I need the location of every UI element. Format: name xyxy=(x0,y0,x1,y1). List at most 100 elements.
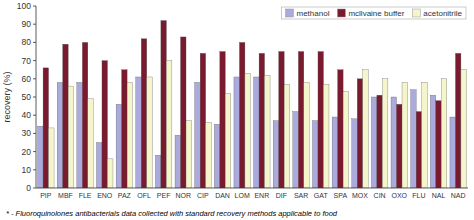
x-tick-label: NAL xyxy=(432,192,446,199)
bar xyxy=(147,77,152,188)
x-tick-label: ENR xyxy=(254,192,269,199)
bar xyxy=(259,53,264,188)
bar xyxy=(63,44,68,188)
y-tick xyxy=(33,97,36,98)
bar xyxy=(382,79,387,188)
x-tick-label: OXO xyxy=(391,192,407,199)
x-tick-label: FLU xyxy=(412,192,425,199)
bar xyxy=(49,128,54,188)
bar xyxy=(155,155,160,188)
bar xyxy=(234,77,239,188)
y-tick-label: 50 xyxy=(22,92,32,102)
bar xyxy=(116,104,121,188)
bar xyxy=(254,77,259,188)
x-tick-label: GAT xyxy=(314,192,329,199)
bar xyxy=(363,70,368,188)
y-tick xyxy=(33,60,36,61)
y-tick xyxy=(33,42,36,43)
legend-label: acetonitrile xyxy=(423,9,462,18)
bar xyxy=(200,53,205,188)
bar xyxy=(38,126,43,188)
bar xyxy=(430,95,435,188)
bar xyxy=(245,73,250,188)
bar xyxy=(265,75,270,188)
bar xyxy=(43,68,48,188)
legend-swatch xyxy=(337,9,345,17)
y-tick xyxy=(33,151,36,152)
x-tick-label: PIP xyxy=(40,192,52,199)
y-axis-label: recovery (%) xyxy=(2,71,12,122)
x-tick-label: ENO xyxy=(97,192,113,199)
bar xyxy=(343,92,348,188)
y-tick-label: 60 xyxy=(22,74,32,84)
y-tick-label: 70 xyxy=(22,56,32,66)
bar xyxy=(397,104,402,188)
bar xyxy=(214,124,219,188)
bar xyxy=(136,77,141,188)
x-tick-label: CIN xyxy=(374,192,386,199)
y-tick xyxy=(33,169,36,170)
x-tick-label: OFL xyxy=(137,192,151,199)
bar xyxy=(284,84,289,188)
legend-frame xyxy=(282,7,467,19)
bar xyxy=(88,99,93,188)
bar xyxy=(181,37,186,188)
bar xyxy=(298,52,303,189)
bar xyxy=(352,119,357,188)
bar xyxy=(102,61,107,188)
x-tick-label: FLE xyxy=(79,192,92,199)
bar xyxy=(279,52,284,189)
y-tick xyxy=(33,24,36,25)
bar xyxy=(57,82,62,188)
x-tick-label: NOR xyxy=(175,192,191,199)
legend-swatch xyxy=(286,9,294,17)
bar xyxy=(96,143,101,189)
bar xyxy=(422,82,427,188)
x-tick-label: LOM xyxy=(235,192,250,199)
x-tick-label: MBF xyxy=(58,192,73,199)
x-tick-label: DIF xyxy=(276,192,287,199)
x-axis-line xyxy=(36,188,468,189)
x-tick-label: SPA xyxy=(334,192,348,199)
y-tick-label: 90 xyxy=(22,19,32,29)
y-tick-label: 30 xyxy=(22,128,32,138)
bar xyxy=(371,97,376,188)
bar xyxy=(441,79,446,188)
bar xyxy=(195,82,200,188)
bar xyxy=(436,101,441,188)
y-tick-label: 20 xyxy=(22,147,32,157)
bar xyxy=(68,86,73,188)
y-tick-label: 40 xyxy=(22,110,32,120)
bar xyxy=(186,121,191,188)
legend-swatch xyxy=(412,9,420,17)
y-tick-label: 80 xyxy=(22,37,32,47)
footnote: * - Fluoroquinolones antibacterials data… xyxy=(6,209,338,218)
bar xyxy=(338,70,343,188)
bar xyxy=(312,121,317,188)
bar xyxy=(107,159,112,188)
bar xyxy=(206,122,211,188)
bar xyxy=(323,84,328,188)
bar xyxy=(402,82,407,188)
bar xyxy=(175,135,180,188)
bars xyxy=(38,21,467,188)
bar xyxy=(461,70,466,188)
bar xyxy=(225,93,230,188)
legend: methanolmcllvaine bufferacetonitrile xyxy=(282,7,467,19)
x-tick-label: PAZ xyxy=(118,192,132,199)
y-tick xyxy=(33,78,36,79)
bar xyxy=(450,117,455,188)
x-tick-label: PEF xyxy=(157,192,171,199)
bar xyxy=(304,82,309,188)
bar xyxy=(239,42,244,188)
y-tick xyxy=(33,188,36,189)
bar xyxy=(411,90,416,188)
bar xyxy=(357,79,362,188)
bar xyxy=(220,52,225,189)
bar xyxy=(122,70,127,188)
y-tick-label: 10 xyxy=(22,165,32,175)
bar xyxy=(416,112,421,188)
x-tick-label: NAD xyxy=(451,192,466,199)
x-tick-label: DAN xyxy=(215,192,230,199)
bar xyxy=(293,112,298,188)
